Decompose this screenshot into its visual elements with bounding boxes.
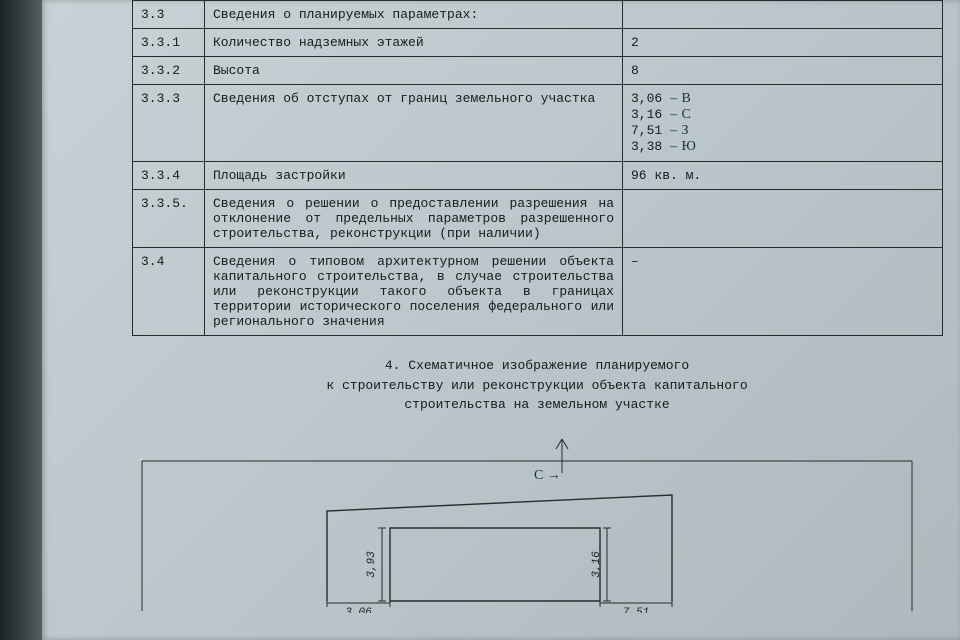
section-4-line3: строительства на земельном участке [132,395,942,415]
row-value [623,190,943,248]
site-plan-svg: С → 3,06 7,51 3,93 3,16 [132,433,932,613]
setback-num: 3,38 [631,139,662,154]
row-value: – [623,248,943,336]
svg-text:7,51: 7,51 [623,607,649,613]
row-number: 3.3.5. [133,190,205,248]
setback-line: 3,06 – В [631,91,934,107]
row-value [623,1,943,29]
row-description: Сведения о планируемых параметрах: [205,1,623,29]
table-row: 3.3.1 Количество надземных этажей 2 [133,29,943,57]
row-value: 2 [623,29,943,57]
table-row: 3.4 Сведения о типовом архитектурном реш… [133,248,943,336]
document-paper: 3.3 Сведения о планируемых параметрах: 3… [42,0,960,640]
row-description: Высота [205,57,623,85]
site-plan-diagram: С → 3,06 7,51 3,93 3,16 [132,433,942,613]
table-row: 3.3.2 Высота 8 [133,57,943,85]
section-4-heading: 4. Схематичное изображение планируемого … [132,356,942,415]
row-value-setbacks: 3,06 – В 3,16 – С 7,51 – З 3,38 [623,85,943,162]
row-description: Сведения об отступах от границ земельног… [205,85,623,162]
row-value: 96 кв. м. [623,162,943,190]
setback-num: 3,16 [631,107,662,122]
setback-dir: – В [670,91,691,106]
table-row: 3.3.4 Площадь застройки 96 кв. м. [133,162,943,190]
setback-dir: – С [670,107,691,122]
svg-text:3,93: 3,93 [366,550,378,577]
row-number: 3.3.1 [133,29,205,57]
row-number: 3.3.4 [133,162,205,190]
setback-num: 3,06 [631,91,662,106]
row-description: Площадь застройки [205,162,623,190]
parameters-table: 3.3 Сведения о планируемых параметрах: 3… [132,0,943,336]
row-number: 3.4 [133,248,205,336]
row-description: Количество надземных этажей [205,29,623,57]
setback-dir: – Ю [670,139,696,154]
binder-edge [0,0,42,640]
setback-line: 3,16 – С [631,107,934,123]
row-number: 3.3 [133,1,205,29]
row-number: 3.3.3 [133,85,205,162]
table-row: 3.3 Сведения о планируемых параметрах: [133,1,943,29]
table-row: 3.3.3 Сведения об отступах от границ зем… [133,85,943,162]
svg-text:3,06: 3,06 [345,607,372,613]
setback-dir: – З [670,123,689,138]
row-number: 3.3.2 [133,57,205,85]
svg-text:С →: С → [534,468,561,483]
setback-num: 7,51 [631,123,662,138]
row-description: Сведения о решении о предоставлении разр… [205,190,623,248]
section-4-line1: 4. Схематичное изображение планируемого [132,356,942,376]
setback-line: 3,38 – Ю [631,139,934,155]
row-description: Сведения о типовом архитектурном решении… [205,248,623,336]
table-row: 3.3.5. Сведения о решении о предоставлен… [133,190,943,248]
section-4-line2: к строительству или реконструкции объект… [132,376,942,396]
svg-text:3,16: 3,16 [591,550,603,577]
row-value: 8 [623,57,943,85]
setback-line: 7,51 – З [631,123,934,139]
